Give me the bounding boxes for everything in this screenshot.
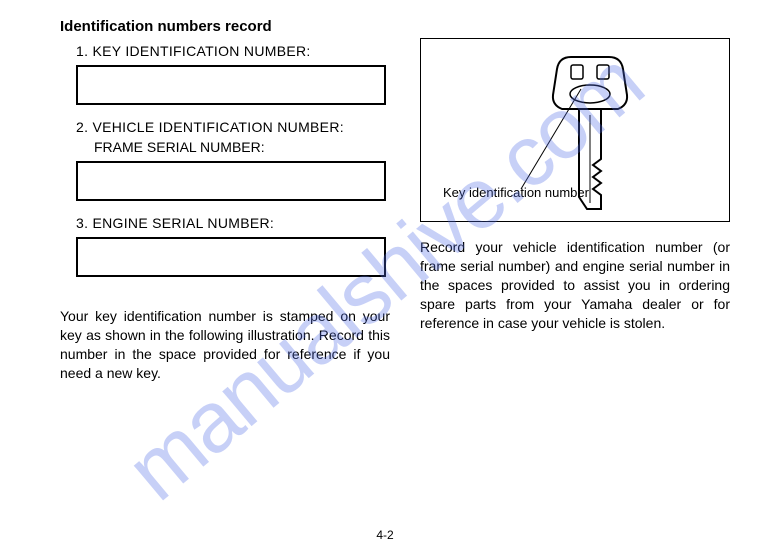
right-paragraph: Record your vehicle identification numbe… [420,238,730,332]
item-2-number: 2. [76,119,88,135]
engine-serial-field[interactable] [76,237,386,277]
vin-field[interactable] [76,161,386,201]
item-2-sublabel: FRAME SERIAL NUMBER: [94,139,390,155]
figure-label: Key identification number [443,185,589,200]
item-3-number: 3. [76,215,88,231]
section-title: Identification numbers record [60,18,390,35]
item-1-label: 1. KEY IDENTIFICATION NUMBER: [76,43,390,59]
left-paragraph: Your key identification number is stampe… [60,307,390,383]
item-3-label: 3. ENGINE SERIAL NUMBER: [76,215,390,231]
item-1-text: KEY IDENTIFICATION NUMBER: [92,43,310,59]
item-1-number: 1. [76,43,88,59]
key-illustration: Key identification number [420,38,730,222]
item-2-label: 2. VEHICLE IDENTIFICATION NUMBER: [76,119,390,135]
key-id-field[interactable] [76,65,386,105]
page-number: 4-2 [0,528,770,542]
item-3-text: ENGINE SERIAL NUMBER: [92,215,274,231]
left-column: Identification numbers record 1. KEY IDE… [60,18,390,544]
item-2-text: VEHICLE IDENTIFICATION NUMBER: [92,119,343,135]
right-column: Key identification number Record your ve… [420,18,730,544]
